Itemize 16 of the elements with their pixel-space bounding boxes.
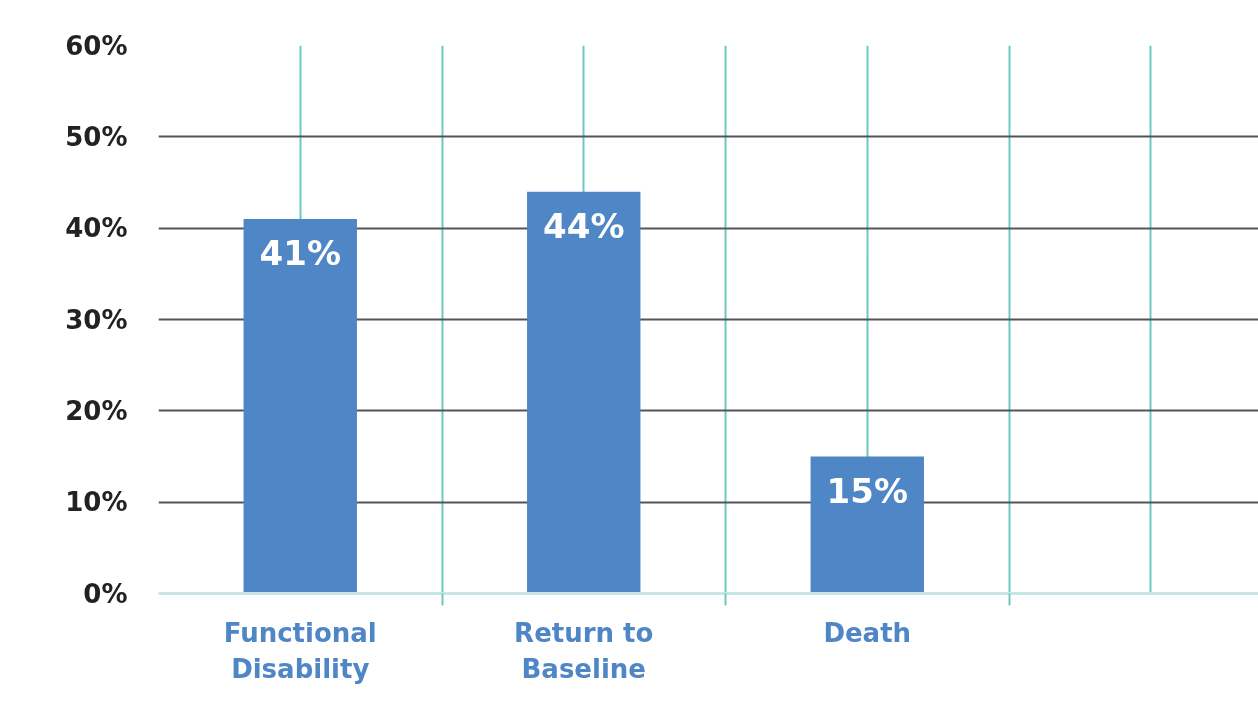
y-tick-label: 20% [65,395,128,426]
data-label: 44% [543,205,625,246]
bar [527,191,641,594]
x-tick-label: Death [823,617,912,648]
y-tick-label: 0% [83,578,128,609]
bar [243,219,357,594]
x-tick-label: Functional Disability [223,617,377,684]
y-tick-label: 40% [65,213,128,244]
bar [810,456,924,594]
data-label: 15% [826,470,908,511]
y-tick-label: 30% [65,304,128,335]
y-tick-label: 60% [65,30,128,61]
y-tick-label: 50% [65,121,128,152]
data-label: 41% [259,233,341,274]
y-tick-label: 10% [65,487,128,518]
x-tick-label: Return to Baseline [514,617,654,684]
